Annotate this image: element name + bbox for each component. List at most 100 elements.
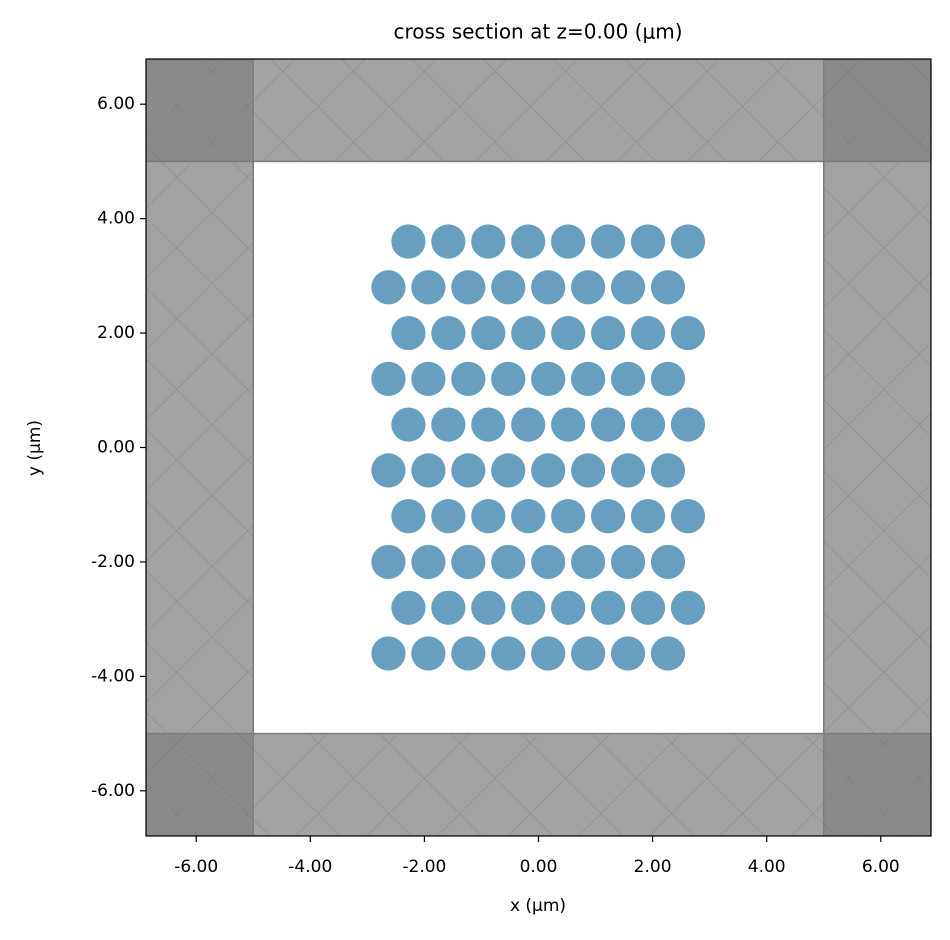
x-tick-label: -6.00 bbox=[174, 857, 218, 877]
cylinder bbox=[391, 315, 426, 351]
x-tick-label: 0.00 bbox=[520, 857, 558, 877]
cylinder bbox=[371, 361, 406, 396]
cylinder bbox=[491, 544, 526, 580]
cylinder bbox=[571, 544, 606, 580]
cylinder bbox=[531, 270, 566, 305]
cylinder bbox=[391, 499, 426, 534]
cylinder bbox=[590, 590, 626, 625]
plot-area bbox=[146, 59, 931, 836]
cylinder bbox=[371, 544, 406, 580]
x-tick-label: 6.00 bbox=[862, 857, 900, 877]
cylinder bbox=[531, 636, 566, 671]
x-tick-label: 2.00 bbox=[634, 857, 672, 877]
cylinder bbox=[531, 544, 566, 580]
cylinder bbox=[451, 361, 486, 396]
y-tick-label: 2.00 bbox=[97, 323, 135, 343]
cylinder bbox=[511, 315, 546, 351]
background bbox=[146, 59, 931, 836]
cylinder bbox=[650, 636, 686, 671]
cylinder bbox=[551, 315, 586, 351]
cylinder bbox=[391, 590, 426, 625]
cylinder bbox=[571, 453, 606, 488]
cylinder bbox=[551, 590, 586, 625]
y-axis-label: y (μm) bbox=[25, 420, 45, 476]
cylinder bbox=[391, 224, 426, 259]
cylinder bbox=[491, 361, 526, 396]
cylinder bbox=[491, 453, 526, 488]
cylinder bbox=[411, 453, 446, 488]
y-tick-label: -2.00 bbox=[91, 552, 135, 572]
cylinder bbox=[471, 315, 506, 351]
cylinder bbox=[471, 499, 506, 534]
cylinder bbox=[630, 590, 666, 625]
y-tick-label: 0.00 bbox=[97, 438, 135, 458]
boundary-hatch bbox=[146, 733, 931, 836]
cylinder bbox=[610, 636, 646, 671]
cylinder bbox=[451, 636, 486, 671]
cylinder bbox=[610, 361, 646, 396]
cylinder bbox=[391, 407, 426, 442]
cylinder bbox=[471, 224, 506, 259]
cylinder bbox=[670, 590, 706, 625]
boundary-hatch bbox=[823, 59, 931, 836]
cylinder bbox=[451, 544, 486, 580]
cylinder bbox=[630, 499, 666, 534]
boundary-hatch bbox=[146, 59, 931, 162]
cylinder bbox=[590, 224, 626, 259]
cylinder bbox=[670, 499, 706, 534]
y-tick-label: -6.00 bbox=[91, 781, 135, 801]
cylinder bbox=[451, 270, 486, 305]
cylinder bbox=[650, 544, 686, 580]
cylinder bbox=[610, 453, 646, 488]
cylinder bbox=[630, 315, 666, 351]
cylinder bbox=[371, 636, 406, 671]
cylinder bbox=[650, 453, 686, 488]
cylinder bbox=[590, 499, 626, 534]
cylinder bbox=[670, 315, 706, 351]
cylinder bbox=[551, 499, 586, 534]
cylinder bbox=[610, 270, 646, 305]
cylinder bbox=[511, 407, 546, 442]
cylinder bbox=[590, 315, 626, 351]
cylinder bbox=[551, 224, 586, 259]
cylinder bbox=[411, 361, 446, 396]
y-tick-label: 4.00 bbox=[97, 209, 135, 229]
cylinder bbox=[650, 270, 686, 305]
cylinder bbox=[670, 224, 706, 259]
cylinder bbox=[411, 544, 446, 580]
cylinder bbox=[431, 315, 466, 351]
cylinder bbox=[371, 453, 406, 488]
y-tick-label: -4.00 bbox=[91, 666, 135, 686]
cylinder bbox=[630, 407, 666, 442]
cylinder bbox=[630, 224, 666, 259]
cylinder bbox=[431, 590, 466, 625]
cylinder bbox=[411, 636, 446, 671]
cylinder bbox=[471, 590, 506, 625]
cylinder bbox=[431, 499, 466, 534]
cylinder bbox=[511, 224, 546, 259]
cylinder bbox=[551, 407, 586, 442]
cylinder bbox=[590, 407, 626, 442]
cylinder bbox=[531, 453, 566, 488]
boundary-hatch bbox=[146, 59, 254, 836]
x-tick-label: 4.00 bbox=[748, 857, 786, 877]
cylinder bbox=[610, 544, 646, 580]
cylinder bbox=[511, 590, 546, 625]
cylinder bbox=[571, 361, 606, 396]
cylinder bbox=[491, 270, 526, 305]
chart-title: cross section at z=0.00 (μm) bbox=[393, 20, 682, 44]
cylinder bbox=[571, 636, 606, 671]
y-tick-label: 6.00 bbox=[97, 94, 135, 114]
x-tick-label: -2.00 bbox=[402, 857, 446, 877]
cylinder bbox=[471, 407, 506, 442]
cylinder bbox=[650, 361, 686, 396]
x-tick-label: -4.00 bbox=[288, 857, 332, 877]
cylinder bbox=[491, 636, 526, 671]
cylinder bbox=[451, 453, 486, 488]
cylinder bbox=[531, 361, 566, 396]
cylinder bbox=[371, 270, 406, 305]
cylinder bbox=[511, 499, 546, 534]
cylinder bbox=[571, 270, 606, 305]
